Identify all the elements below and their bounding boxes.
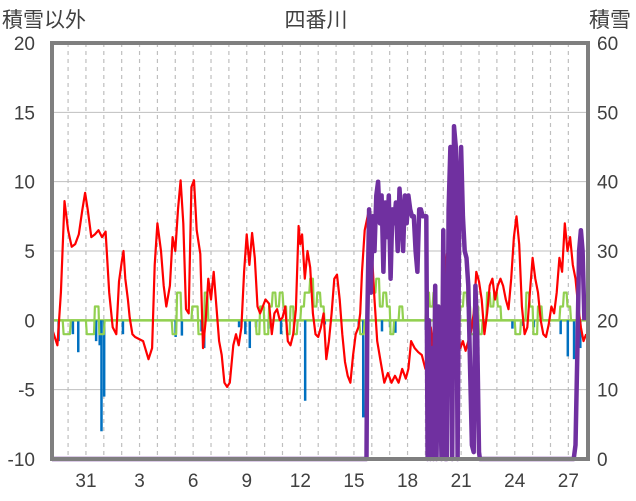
- x-tick-label: 18: [397, 471, 418, 492]
- precipitation-bar: [572, 320, 576, 360]
- precipitation-bar: [559, 320, 562, 335]
- y-right-tick-label: 20: [597, 311, 618, 332]
- precipitation-bar: [71, 320, 75, 335]
- x-tick-label: 6: [188, 471, 199, 492]
- precipitation-bar: [380, 320, 384, 332]
- precipitation-bar: [94, 320, 98, 342]
- y-right-tick-label: 60: [597, 34, 618, 55]
- x-tick-label: 27: [558, 471, 579, 492]
- precipitation-bar: [511, 320, 514, 329]
- precipitation-bar: [394, 320, 397, 333]
- y-left-tick-label: 5: [24, 242, 35, 263]
- y-left-tick-label: -10: [8, 450, 35, 471]
- precipitation-bar: [303, 320, 307, 401]
- temperature-line: [51, 179, 588, 388]
- precipitation-bar: [121, 320, 125, 335]
- x-tick-label: 21: [451, 471, 472, 492]
- precipitation-bar: [279, 320, 283, 335]
- x-tick-label: 24: [504, 471, 526, 492]
- x-tick-label: 12: [290, 471, 311, 492]
- right-axis-label: 積雪: [589, 8, 631, 32]
- y-right-tick-label: 50: [597, 103, 618, 124]
- precipitation-bar: [361, 320, 365, 418]
- x-tick-label: 3: [134, 471, 145, 492]
- plot-frame: [50, 41, 590, 461]
- chart-title: 四番川: [285, 8, 348, 32]
- x-tick-label: 9: [241, 471, 252, 492]
- series-lines: [51, 123, 588, 462]
- y-left-tick-label: 15: [14, 103, 35, 124]
- precipitation-bar: [100, 320, 103, 432]
- left-axis-label: 積雪以外: [2, 8, 86, 32]
- precipitation-bar: [237, 320, 241, 328]
- x-tick-label: 15: [343, 471, 364, 492]
- y-right-tick-label: 10: [597, 381, 618, 402]
- precipitation-bar: [244, 320, 247, 335]
- y-left-tick-label: 10: [14, 173, 35, 194]
- y-left-tick-label: 0: [24, 311, 35, 332]
- precipitation-bar: [566, 320, 570, 357]
- x-tick-label: 31: [75, 471, 96, 492]
- snow_depth-line: [52, 123, 587, 462]
- green_series-line: [52, 277, 588, 336]
- precipitation-bar: [77, 320, 80, 353]
- y-left-tick-label: 20: [14, 34, 35, 55]
- precipitation-bar: [579, 320, 582, 349]
- y-right-tick-label: 30: [597, 242, 618, 263]
- precipitation-bar: [180, 320, 184, 336]
- y-right-tick-label: 40: [597, 173, 618, 194]
- y-left-tick-label: -5: [18, 381, 35, 402]
- grid: [52, 43, 588, 459]
- precipitation-bar: [248, 320, 252, 349]
- precipitation-bar: [102, 320, 106, 397]
- y-right-tick-label: 0: [597, 450, 608, 471]
